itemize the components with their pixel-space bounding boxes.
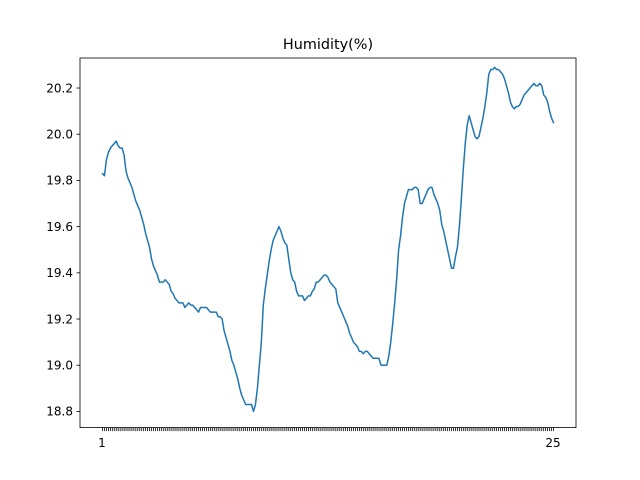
axes-border: [79, 57, 577, 429]
y-tick-label: 19.6: [46, 220, 73, 234]
y-tick-label: 19.4: [46, 266, 73, 280]
x-tick-label-first: 1: [98, 436, 106, 450]
y-tick-label: 20.0: [46, 128, 73, 142]
axes-background: [80, 58, 576, 428]
y-tick-label: 20.2: [46, 81, 73, 95]
y-tick-label: 19.8: [46, 174, 73, 188]
y-axis: 18.8 19.0 19.2 19.4 19.6 19.8 20.0 20.2: [46, 81, 80, 419]
y-tick-label: 19.2: [46, 312, 73, 326]
plot-area: 18.8 19.0 19.2 19.4 19.6 19.8 20.0 20.2 1 25: [46, 57, 577, 450]
x-tick-label-last: 25: [545, 436, 560, 450]
y-tick-label: 19.0: [46, 359, 73, 373]
chart-title: Humidity(%): [283, 37, 373, 53]
y-tick-label: 18.8: [46, 405, 73, 419]
x-axis-ticks: [102, 427, 554, 432]
humidity-series-line: [101, 66, 555, 413]
